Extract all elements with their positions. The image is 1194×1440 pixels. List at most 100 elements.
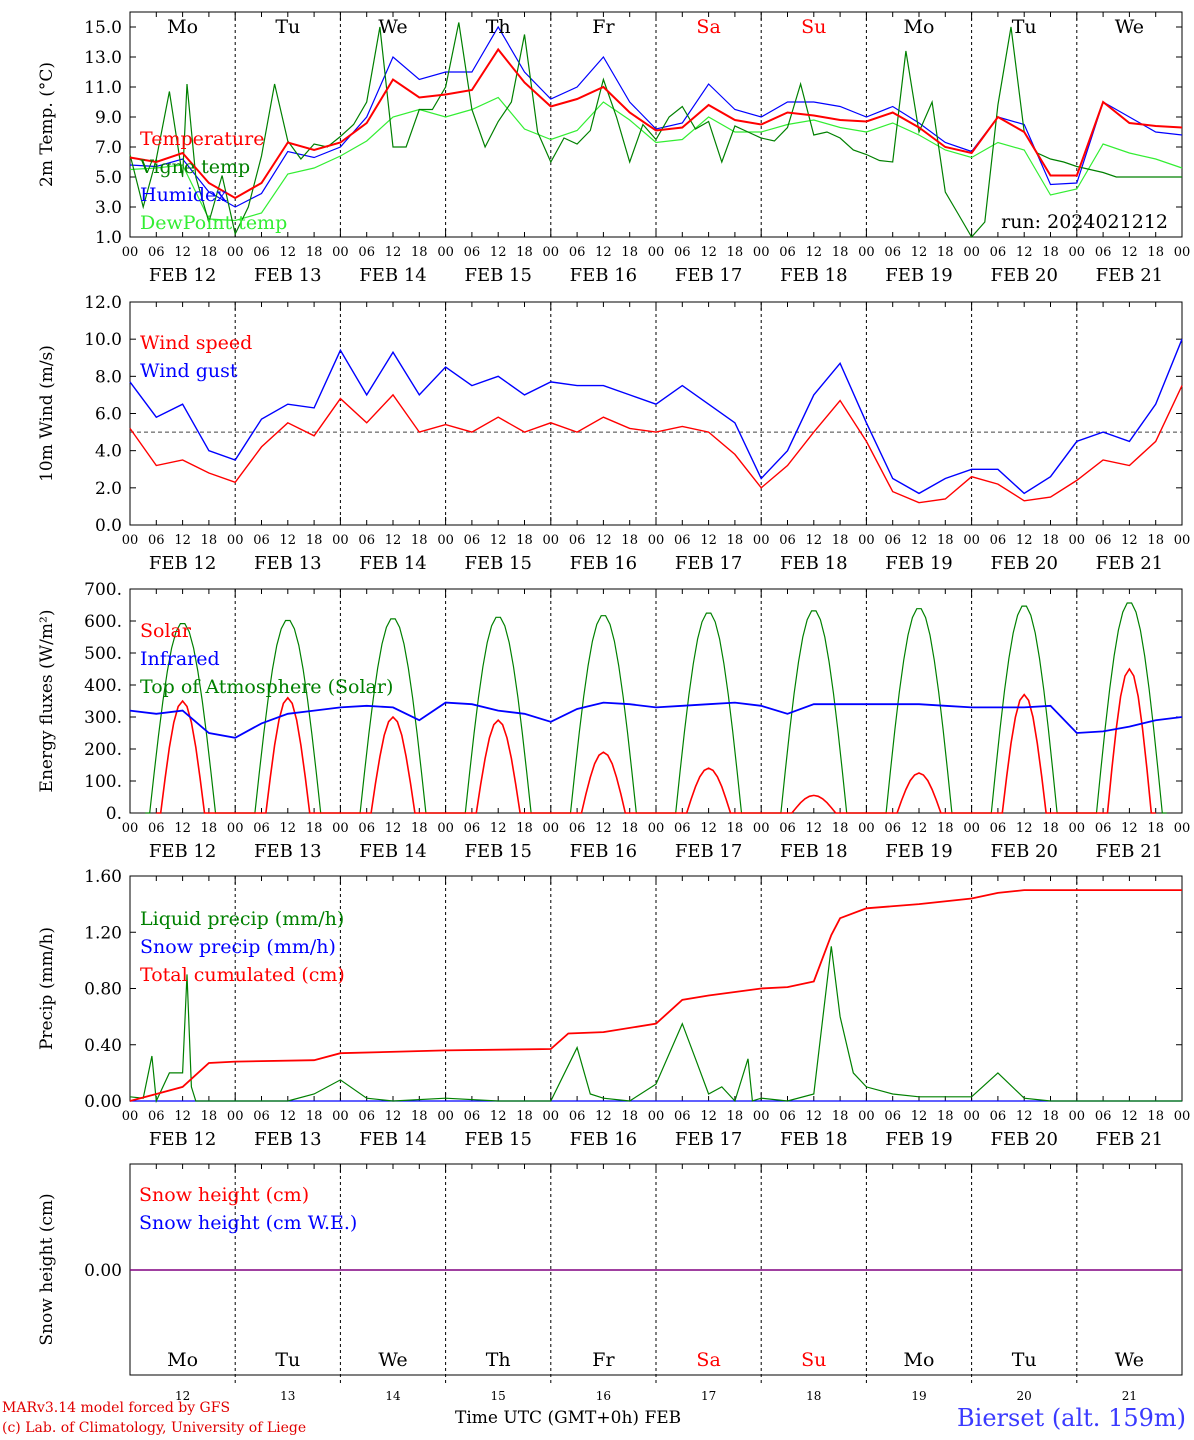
panel-temperature-xlabel-hour: 00 [543, 245, 560, 260]
panel-temperature-ticklabel: 3.0 [95, 198, 122, 218]
panel-wind-xlabel-hour: 06 [464, 533, 481, 548]
panel-temperature-xlabel-day: FEB 12 [149, 265, 216, 286]
panel-temperature-xlabel-hour: 06 [464, 245, 481, 260]
panel-temperature-xlabel-hour: 12 [280, 245, 297, 260]
time-axis-title: Time UTC (GMT+0h) FEB [455, 1408, 682, 1428]
panel-energy-xlabel-day: FEB 13 [254, 841, 321, 862]
panel-precip-xlabel-hour: 18 [1147, 1109, 1164, 1124]
panel-wind-xlabel-hour: 18 [937, 533, 954, 548]
panel-wind-xlabel-hour: 00 [227, 533, 244, 548]
panel-wind-xlabel-hour: 12 [1016, 533, 1033, 548]
panel-precip-xlabel-day: FEB 19 [885, 1129, 952, 1150]
panel-precip-xlabel-hour: 12 [911, 1109, 928, 1124]
panel-precip-xlabel-hour: 06 [1095, 1109, 1112, 1124]
panel-precip-xlabel-hour: 06 [990, 1109, 1007, 1124]
panel-energy-xlabel-hour: 00 [753, 821, 770, 836]
series-wind-gust [129, 338, 1183, 495]
panel-snow-ylabel: Snow height (cm) [37, 1193, 57, 1345]
panel-temperature-xlabel-hour: 06 [1095, 245, 1112, 260]
panel-energy-ticklabel: 400. [84, 676, 122, 696]
panel-temperature-xlabel-hour: 00 [227, 245, 244, 260]
panel-energy-xlabel-hour: 12 [1121, 821, 1138, 836]
panel-energy-legend: Top of Atmosphere (Solar) [140, 676, 393, 698]
panel-energy-xlabel-hour: 12 [1016, 821, 1033, 836]
panel-energy-xlabel-hour: 00 [332, 821, 349, 836]
day-number-label: 15 [491, 1389, 506, 1403]
panel-temperature-xlabel-hour: 18 [832, 245, 849, 260]
panel-temperature-xlabel-hour: 18 [306, 245, 323, 260]
series-liquid-precip [129, 946, 1182, 1104]
panel-wind-xlabel-hour: 12 [490, 533, 507, 548]
panel-precip-xlabel-hour: 18 [201, 1109, 218, 1124]
panel-temperature-xlabel-hour: 18 [411, 245, 428, 260]
panel-energy-xlabel-day: FEB 20 [990, 841, 1057, 862]
panel-energy-xlabel-hour: 00 [437, 821, 454, 836]
panel-energy-xlabel-hour: 06 [464, 821, 481, 836]
panel-precip-xlabel-hour: 06 [148, 1109, 165, 1124]
panel-precip-xlabel-day: FEB 17 [675, 1129, 742, 1150]
panel-temperature-xlabel-hour: 06 [358, 245, 375, 260]
panel-snow-legend: Snow height (cm) [139, 1184, 309, 1206]
weekday-label-bottom: Tu [1012, 1349, 1037, 1371]
panel-temperature-xlabel-hour: 00 [1174, 245, 1191, 260]
panel-temperature-xlabel-hour: 00 [1069, 245, 1086, 260]
panel-temperature-xlabel-day: FEB 14 [359, 265, 426, 286]
panel-temperature-xlabel-hour: 06 [569, 245, 586, 260]
panel-energy-xlabel-day: FEB 18 [780, 841, 847, 862]
panel-precip-xlabel-hour: 12 [806, 1109, 823, 1124]
series-humidex [129, 25, 1183, 208]
panel-wind-xlabel-hour: 12 [911, 533, 928, 548]
panel-energy-xlabel-hour: 18 [621, 821, 638, 836]
panel-temperature-legend: DewPoint temp [140, 212, 287, 234]
panel-wind-xlabel-day: FEB 15 [464, 553, 531, 574]
panel-wind-xlabel-hour: 12 [595, 533, 612, 548]
panel-temperature-xlabel-hour: 00 [332, 245, 349, 260]
panel-energy-ticklabel: 0. [106, 804, 122, 824]
panel-wind-xlabel-hour: 00 [543, 533, 560, 548]
panel-energy-xlabel-hour: 12 [595, 821, 612, 836]
panel-wind-ticklabel: 6.0 [95, 405, 122, 425]
panel-energy-xlabel-hour: 06 [990, 821, 1007, 836]
panel-temperature-xlabel-hour: 12 [806, 245, 823, 260]
panel-energy-ticklabel: 600. [84, 612, 122, 632]
panel-temperature-xlabel-day: FEB 19 [885, 265, 952, 286]
panel-wind-ticklabel: 10.0 [84, 330, 122, 350]
panel-energy-ticklabel: 700. [84, 580, 122, 600]
panel-wind-legend: Wind gust [140, 360, 238, 382]
panel-temperature-xlabel-day: FEB 18 [780, 265, 847, 286]
panel-precip-xlabel-hour: 12 [1016, 1109, 1033, 1124]
panel-energy-xlabel-day: FEB 21 [1096, 841, 1163, 862]
panel-precip-xlabel-hour: 06 [358, 1109, 375, 1124]
day-number-label: 21 [1122, 1389, 1137, 1403]
panel-temperature-xlabel-hour: 06 [674, 245, 691, 260]
panel-wind-xlabel-hour: 00 [1174, 533, 1191, 548]
panel-energy-xlabel-hour: 06 [884, 821, 901, 836]
panel-wind-xlabel-hour: 18 [1042, 533, 1059, 548]
panel-precip-xlabel-day: FEB 18 [780, 1129, 847, 1150]
panel-wind-xlabel-hour: 18 [516, 533, 533, 548]
panel-precip-xlabel-hour: 12 [280, 1109, 297, 1124]
weekday-label-bottom: We [1115, 1349, 1144, 1371]
panel-temperature-ticklabel: 13.0 [84, 48, 122, 68]
panel-energy-xlabel-day: FEB 12 [149, 841, 216, 862]
panel-wind-xlabel-day: FEB 13 [254, 553, 321, 574]
weekday-label-top: Su [801, 16, 826, 38]
panel-temperature-xlabel-hour: 00 [437, 245, 454, 260]
panel-temperature-xlabel-hour: 12 [174, 245, 191, 260]
day-number-label: 12 [175, 1389, 190, 1403]
panel-temperature-xlabel-day: FEB 21 [1096, 265, 1163, 286]
series-solar [156, 667, 1156, 814]
panel-precip-xlabel-hour: 12 [700, 1109, 717, 1124]
panel-precip-xlabel-day: FEB 12 [149, 1129, 216, 1150]
panel-energy-xlabel-hour: 18 [516, 821, 533, 836]
panel-temperature-xlabel-hour: 00 [753, 245, 770, 260]
station-name: Bierset (alt. 159m) [957, 1404, 1186, 1432]
panel-temperature-xlabel-hour: 06 [884, 245, 901, 260]
panel-temperature-xlabel-day: FEB 15 [464, 265, 531, 286]
panel-wind-xlabel-hour: 00 [753, 533, 770, 548]
day-number-label: 20 [1017, 1389, 1032, 1403]
panel-temperature-xlabel-hour: 18 [516, 245, 533, 260]
panel-wind-xlabel-hour: 18 [832, 533, 849, 548]
weekday-label-bottom: Mo [904, 1349, 935, 1371]
weekday-label-bottom: Tu [275, 1349, 300, 1371]
